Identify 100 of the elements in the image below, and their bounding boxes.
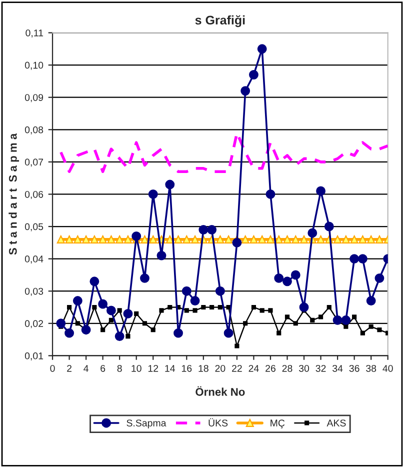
point: [284, 314, 290, 320]
x-axis-title: Örnek No: [196, 386, 245, 396]
point: [318, 314, 324, 320]
point: [276, 330, 282, 336]
chart-title: s Grafiği: [195, 15, 245, 28]
point: [192, 308, 198, 313]
point: [74, 235, 82, 244]
point: [350, 254, 360, 264]
point: [72, 296, 82, 306]
y-tick-label: 0,11: [26, 29, 44, 38]
point: [132, 231, 142, 241]
point: [342, 235, 350, 244]
legend-label: MÇ: [270, 420, 285, 428]
y-tick-label: 0,01: [24, 352, 44, 360]
point: [326, 304, 332, 310]
point: [260, 308, 264, 313]
point: [332, 315, 342, 325]
x-tick-label: 28: [282, 364, 292, 372]
point: [293, 321, 298, 326]
legend-label: ÜKS: [208, 418, 228, 426]
point: [224, 328, 234, 338]
point: [290, 270, 300, 280]
point: [114, 332, 124, 342]
point: [106, 306, 116, 316]
point: [257, 44, 267, 54]
point: [182, 286, 192, 296]
point: [150, 328, 156, 332]
point: [126, 334, 130, 339]
point: [292, 235, 300, 244]
x-tick-label: 24: [248, 364, 259, 372]
point: [142, 321, 148, 326]
point: [98, 235, 107, 244]
point: [251, 304, 256, 310]
point: [56, 318, 66, 328]
point: [266, 190, 276, 199]
point: [82, 235, 90, 244]
point: [232, 238, 242, 248]
point: [116, 235, 124, 244]
point: [374, 273, 384, 283]
point: [316, 235, 325, 244]
x-tick-label: 12: [148, 364, 158, 372]
point: [174, 235, 182, 244]
point: [218, 304, 222, 310]
point: [92, 304, 97, 310]
point: [334, 235, 342, 244]
x-tick-label: 20: [215, 364, 226, 372]
point: [377, 328, 382, 332]
y-tick-label: 0,10: [24, 62, 44, 70]
point: [134, 311, 139, 316]
point: [182, 235, 191, 244]
point: [165, 180, 175, 190]
point: [123, 308, 133, 318]
point: [201, 304, 206, 310]
point: [90, 235, 98, 244]
point: [210, 304, 214, 310]
point: [198, 225, 208, 234]
point: [149, 235, 158, 244]
point: [215, 286, 225, 296]
point: [241, 235, 250, 244]
point: [274, 273, 284, 283]
point: [216, 235, 224, 244]
point: [358, 235, 367, 244]
y-tick-label: 0,03: [24, 288, 44, 296]
point: [240, 86, 250, 96]
point: [300, 235, 308, 244]
point: [190, 296, 200, 306]
point: [358, 254, 368, 264]
point: [100, 328, 106, 332]
point: [117, 308, 122, 313]
x-tick-label: 14: [165, 365, 176, 372]
point: [344, 324, 348, 329]
x-tick-label: 10: [132, 364, 142, 372]
x-tick-label: 26: [266, 364, 276, 372]
point: [375, 235, 384, 244]
point: [316, 186, 326, 196]
x-tick-label: 4: [84, 365, 88, 372]
point: [283, 235, 292, 244]
x-tick-label: 38: [366, 364, 376, 372]
point: [148, 190, 158, 199]
point: [366, 296, 376, 306]
point: [174, 328, 183, 338]
x-tick-label: 18: [198, 364, 208, 372]
point: [308, 228, 318, 238]
x-tick-label: 32: [316, 364, 326, 372]
point: [248, 70, 258, 80]
y-tick-label: 0,06: [24, 190, 44, 199]
point: [350, 235, 358, 244]
legend-label: S.Sapma: [126, 420, 166, 428]
x-tick-label: 30: [298, 364, 310, 372]
x-tick-label: 40: [382, 364, 393, 372]
x-tick-label: 16: [182, 364, 192, 372]
point: [310, 318, 315, 322]
x-tick-label: 2: [67, 364, 72, 372]
y-tick-label: 0,09: [24, 94, 44, 102]
x-tick-label: 0: [50, 364, 55, 372]
point: [266, 235, 275, 244]
point: [282, 276, 292, 286]
point: [352, 314, 357, 320]
point: [168, 304, 172, 310]
point: [64, 328, 74, 338]
